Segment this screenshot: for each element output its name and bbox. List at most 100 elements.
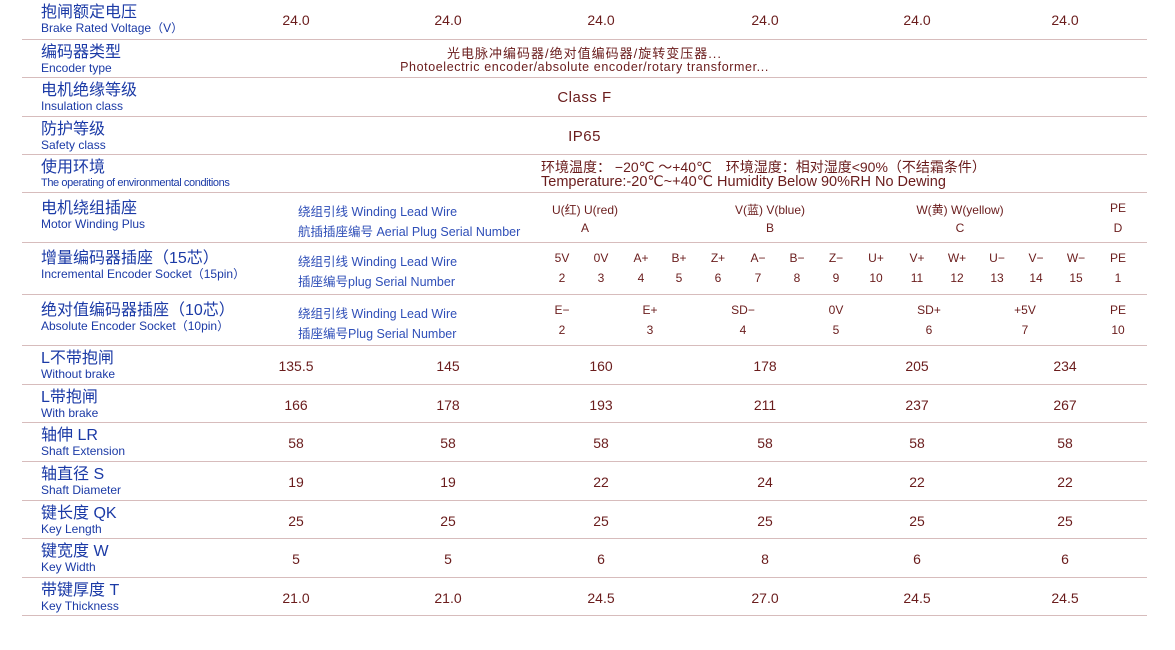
cell-value: 5 <box>444 551 452 567</box>
row-label-cn: 电机绕组插座 <box>41 200 138 217</box>
pin-wire: W− <box>1066 251 1086 265</box>
spec-row: 编码器类型 Encoder type 光电脉冲编码器/绝对值编码器/旋转变压器...… <box>22 40 1147 78</box>
cell-value: 24.0 <box>903 12 931 28</box>
cell-value: 24.0 <box>1051 12 1079 28</box>
cell-value: 24.0 <box>751 12 779 28</box>
row-label-en: Shaft Extension <box>41 444 126 458</box>
cell-value: 205 <box>905 358 929 374</box>
cell-value: 5 <box>292 551 300 567</box>
row-label-cn: 键宽度 W <box>41 543 109 560</box>
pin-number: 8 <box>793 271 801 285</box>
pin-wire: +5V <box>1014 303 1036 317</box>
row-label-cn: 轴直径 S <box>41 466 105 483</box>
cell-value: 25 <box>909 513 925 529</box>
cell-value: 22 <box>1057 474 1073 490</box>
pin-wire: E+ <box>642 303 658 317</box>
cell-value: 135.5 <box>278 358 314 374</box>
cell-value: 193 <box>589 397 613 413</box>
spec-row: 电机绕组插座 Motor Winding Plus 绕组引线 Winding Lea… <box>22 193 1147 243</box>
cell-value: 6 <box>597 551 605 567</box>
row-label-cn: 带键厚度 T <box>41 582 120 599</box>
spec-row: 绝对值编码器插座（10芯） Absolute Encoder Socket（10p… <box>22 295 1147 346</box>
row-label-en: Key Length <box>41 522 102 536</box>
pin-wire: A+ <box>633 251 649 265</box>
cell-value: 178 <box>436 397 460 413</box>
row-label-en: With brake <box>41 406 99 420</box>
sub-label-number: 插座编号Plug Serial Number <box>298 327 457 341</box>
pin-wire: PE <box>1109 201 1127 215</box>
cell-value: 58 <box>593 435 609 451</box>
pin-wire: V+ <box>909 251 925 265</box>
pin-number: 5 <box>832 323 840 337</box>
pin-wire: PE <box>1109 251 1127 265</box>
pin-wire: Z− <box>828 251 844 265</box>
spec-row: 抱闸额定电压 Brake Rated Voltage（V） 24.0 24.0 24.0… <box>22 0 1147 40</box>
cell-value: 24.0 <box>282 12 310 28</box>
row-label-en: Absolute Encoder Socket（10pin） <box>41 319 230 333</box>
cell-value: 145 <box>436 358 460 374</box>
row-label: 轴伸 LR Shaft Extension <box>41 427 125 458</box>
row-label: 带键厚度 T Key Thickness <box>41 582 119 613</box>
cell-value: 24 <box>757 474 773 490</box>
row-label-en: Safety class <box>41 138 106 152</box>
row-label-en: Motor Winding Plus <box>41 217 146 231</box>
pin-wire: SD+ <box>917 303 941 317</box>
pin-number: 10 <box>869 271 883 285</box>
cell-value: 25 <box>288 513 304 529</box>
cell-value: 58 <box>757 435 773 451</box>
pin-number: 15 <box>1069 271 1083 285</box>
pin-number: C <box>955 221 965 235</box>
cell-value: 22 <box>593 474 609 490</box>
row-label: L不带抱闸 Without brake <box>41 350 115 381</box>
pin-wire: PE <box>1109 303 1127 317</box>
pin-wire: 5V <box>554 251 570 265</box>
row-label-cn: 轴伸 LR <box>41 427 98 444</box>
row-label-en: The operating of environmental condition… <box>41 177 230 189</box>
cell-value: 19 <box>288 474 304 490</box>
pin-number: 9 <box>832 271 840 285</box>
cell-value: 19 <box>440 474 456 490</box>
row-label-en: Without brake <box>41 367 116 381</box>
pin-number: B <box>765 221 775 235</box>
env-en: Temperature:-20℃~+40℃ Humidity Below 90%… <box>541 174 946 190</box>
cell-value: 58 <box>1057 435 1073 451</box>
cell-value: 25 <box>593 513 609 529</box>
pin-wire: E− <box>554 303 570 317</box>
row-label: 使用环境 The operating of environmental condi… <box>41 159 230 190</box>
row-label-cn: 防护等级 <box>41 121 106 138</box>
cell-value: 237 <box>905 397 929 413</box>
pin-number: 4 <box>637 271 645 285</box>
pin-number: 4 <box>739 323 747 337</box>
cell-value-en: Photoelectric encoder/absolute encoder/r… <box>400 60 769 74</box>
row-label: 电机绝缘等级 Insulation class <box>41 82 137 113</box>
row-label-cn: L带抱闸 <box>41 389 98 406</box>
row-label-cn: 增量编码器插座（15芯） <box>41 250 219 267</box>
pin-wire: U− <box>989 251 1005 265</box>
row-label: 防护等级 Safety class <box>41 121 106 152</box>
row-label: 绝对值编码器插座（10芯） Absolute Encoder Socket（10p… <box>41 302 235 333</box>
pin-wire: U(红) U(red) <box>552 203 618 217</box>
cell-value: 25 <box>440 513 456 529</box>
pin-number: A <box>580 221 590 235</box>
cell-value: 58 <box>288 435 304 451</box>
pin-number: 10 <box>1111 323 1125 337</box>
cell-value: 178 <box>753 358 777 374</box>
spec-row: 增量编码器插座（15芯） Incremental Encoder Socket（1… <box>22 243 1147 295</box>
row-label-cn: 抱闸额定电压 <box>41 4 138 21</box>
row-label-en: Brake Rated Voltage（V） <box>41 21 184 35</box>
cell-value: 6 <box>1061 551 1069 567</box>
spec-row: L带抱闸 With brake 166 178 193 211 237 267 <box>22 385 1147 423</box>
cell-value: 58 <box>440 435 456 451</box>
row-label-en: Incremental Encoder Socket（15pin） <box>41 267 246 281</box>
row-label: 电机绕组插座 Motor Winding Plus <box>41 200 145 231</box>
row-label-cn: 电机绝缘等级 <box>41 82 138 99</box>
cell-value: 267 <box>1053 397 1077 413</box>
row-label: 轴直径 S Shaft Diameter <box>41 466 121 497</box>
row-label-en: Encoder type <box>41 61 112 75</box>
pin-number: 2 <box>558 271 566 285</box>
spec-row: 键长度 QK Key Length 25 25 25 25 25 25 <box>22 501 1147 539</box>
row-label-en: Key Thickness <box>41 599 119 613</box>
cell-value: 211 <box>753 397 777 413</box>
row-label-cn: 键长度 QK <box>41 505 117 522</box>
cell-value: Class F <box>557 89 612 106</box>
